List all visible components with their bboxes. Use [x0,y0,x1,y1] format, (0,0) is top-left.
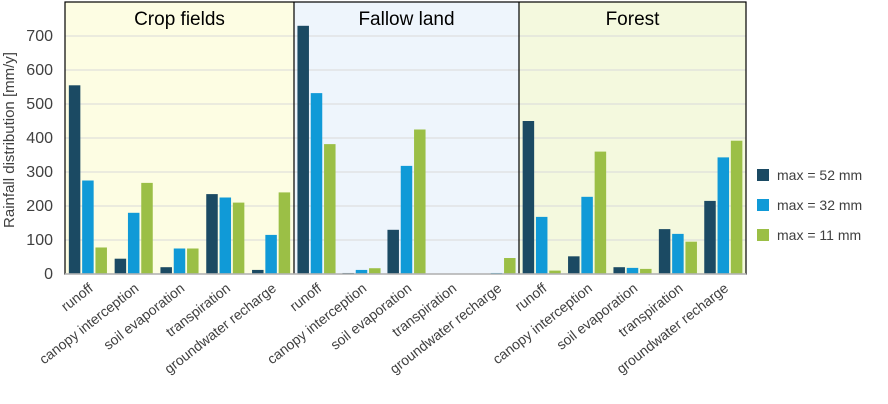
bars [68,25,743,275]
bar [717,157,730,274]
bar [400,165,413,274]
bar [640,268,652,274]
bar [685,241,697,274]
bar [658,229,671,274]
bar [265,234,277,274]
y-tick-labels: 0 100 200 300 400 500 600 700 [26,28,53,283]
y-tick-label: 200 [26,198,53,215]
bar [522,121,535,274]
legend-swatch [757,229,769,241]
bar [278,192,291,274]
bar [535,216,548,274]
bar [672,233,684,274]
x-tick-label: runoff [286,280,324,315]
panel-titles: Crop fields Fallow land Forest [134,9,660,30]
bar [704,200,716,274]
bar [219,197,232,274]
bar [160,267,172,274]
y-tick-label: 400 [26,130,53,147]
bar [369,268,381,274]
bar [141,182,153,274]
bar [355,269,368,274]
bar [232,202,245,274]
y-tick-label: 700 [26,28,53,45]
bar [114,258,127,274]
legend-label: max = 52 mm [777,167,862,183]
bar [414,129,426,274]
y-axis-label: Rainfall distribution [mm/y] [1,52,18,228]
legend-label: max = 32 mm [777,197,862,213]
panel-title: Forest [606,9,661,30]
bar [252,269,264,274]
bar [594,151,607,274]
x-tick-label: soil evaporation [100,280,187,353]
bar [387,229,399,274]
gridlines [65,35,746,241]
y-tick-label: 500 [26,96,53,113]
bar [568,256,580,274]
bar [324,144,336,274]
panel-title: Crop fields [134,9,225,30]
bar [504,258,516,274]
legend-swatch [757,169,769,181]
panel-title: Fallow land [358,9,454,30]
x-tick-label: soil evaporation [553,280,640,353]
legend-swatch [757,199,769,211]
y-tick-label: 0 [44,266,53,283]
bar [297,25,309,274]
bar [310,93,323,275]
bar [127,212,140,274]
x-tick-label: runoff [512,280,550,315]
y-tick-label: 100 [26,232,53,249]
bar [187,248,199,274]
bar [206,194,218,274]
bar [730,140,743,274]
bar [613,267,625,274]
bar [549,270,561,274]
bar [68,85,81,274]
axes [64,1,747,275]
x-tick-label: runoff [58,280,96,315]
legend: max = 52 mm max = 32 mm max = 11 mm [757,167,862,243]
legend-label: max = 11 mm [777,227,861,243]
y-tick-label: 300 [26,164,53,181]
y-tick-label: 600 [26,62,53,79]
bar [82,180,94,274]
bar [581,196,593,274]
bar [95,247,107,274]
bar [626,267,639,274]
bar [173,248,186,274]
